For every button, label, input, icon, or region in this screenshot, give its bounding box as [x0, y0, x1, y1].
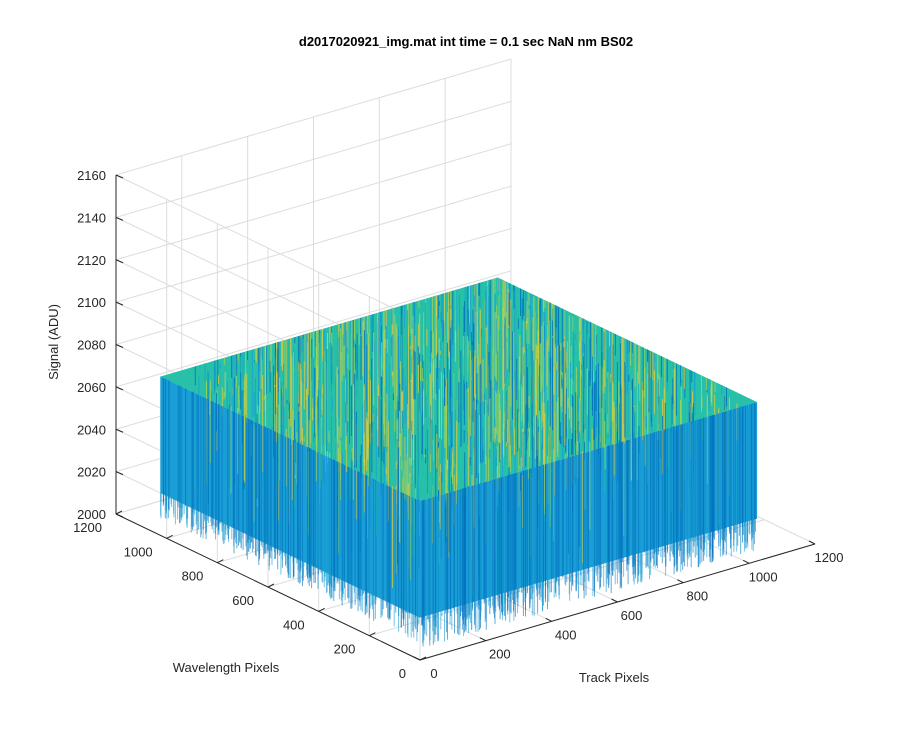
gridline-z-right — [115, 185, 512, 303]
y-tick-label: 400 — [283, 617, 305, 632]
y-tick-mark — [217, 559, 224, 564]
z-tick-mark — [115, 428, 124, 433]
gridline-z-right — [115, 143, 512, 261]
z-tick-mark — [115, 301, 124, 306]
x-tick-mark — [742, 559, 750, 564]
surface-mesh — [160, 277, 758, 647]
x-tick-label: 1000 — [749, 569, 778, 584]
x-tick-label: 400 — [555, 627, 577, 642]
z-tick-mark — [115, 259, 124, 264]
z-tick-label: 2000 — [77, 507, 106, 522]
z-tick-mark — [115, 174, 124, 179]
x-axis-label: Track Pixels — [579, 670, 650, 685]
y-axis-label: Wavelength Pixels — [173, 660, 280, 675]
y-tick-mark — [115, 510, 123, 515]
z-tick-label: 2120 — [77, 253, 106, 268]
z-tick-label: 2020 — [77, 465, 106, 480]
z-axis-label: Signal (ADU) — [46, 304, 61, 380]
z-tick-label: 2060 — [77, 380, 106, 395]
y-tick-mark — [267, 583, 275, 588]
y-tick-label: 600 — [232, 593, 254, 608]
axes — [115, 174, 816, 661]
y-tick-label: 0 — [399, 666, 406, 681]
z-tick-mark — [115, 386, 124, 391]
x-tick-mark — [677, 579, 684, 584]
x-tick-label: 600 — [621, 608, 643, 623]
x-tick-mark — [545, 617, 552, 622]
y-tick-mark — [419, 656, 427, 661]
x-tick-mark — [611, 598, 618, 603]
z-tick-label: 2100 — [77, 295, 106, 310]
y-tick-mark — [166, 534, 173, 539]
gridline-z-right — [115, 228, 512, 345]
z-tick-label: 2140 — [77, 210, 106, 225]
x-tick-label: 200 — [489, 647, 511, 662]
z-tick-mark — [115, 471, 124, 476]
z-tick-mark — [115, 344, 124, 348]
y-tick-mark — [318, 607, 325, 612]
gridline-z-left — [115, 174, 421, 322]
gridline-z-right — [115, 270, 512, 388]
gridline-z-right — [115, 100, 512, 218]
y-tick-label: 800 — [182, 569, 204, 584]
z-tick-label: 2160 — [77, 168, 106, 183]
tick-labels: 0 200 400 600 800 1000 1200 0 200 400 600 800 1000 12… — [73, 168, 843, 681]
y-tick-label: 1200 — [73, 520, 102, 535]
y-tick-label: 200 — [334, 642, 356, 657]
y-tick-label: 1000 — [124, 544, 153, 559]
x-tick-mark — [479, 637, 487, 642]
gridline-z-right — [115, 58, 512, 176]
chart-title: d2017020921_img.mat int time = 0.1 sec N… — [299, 34, 633, 49]
z-tick-label: 2040 — [77, 422, 106, 437]
x-tick-label: 800 — [686, 589, 708, 604]
z-tick-mark — [115, 216, 124, 221]
x-tick-label: 0 — [430, 666, 437, 681]
x-tick-label: 1200 — [815, 550, 844, 565]
x-tick-mark — [413, 656, 421, 661]
z-tick-label: 2080 — [77, 338, 106, 353]
x-tick-mark — [808, 540, 816, 545]
z-tick-mark — [115, 513, 124, 518]
y-tick-mark — [369, 632, 376, 637]
